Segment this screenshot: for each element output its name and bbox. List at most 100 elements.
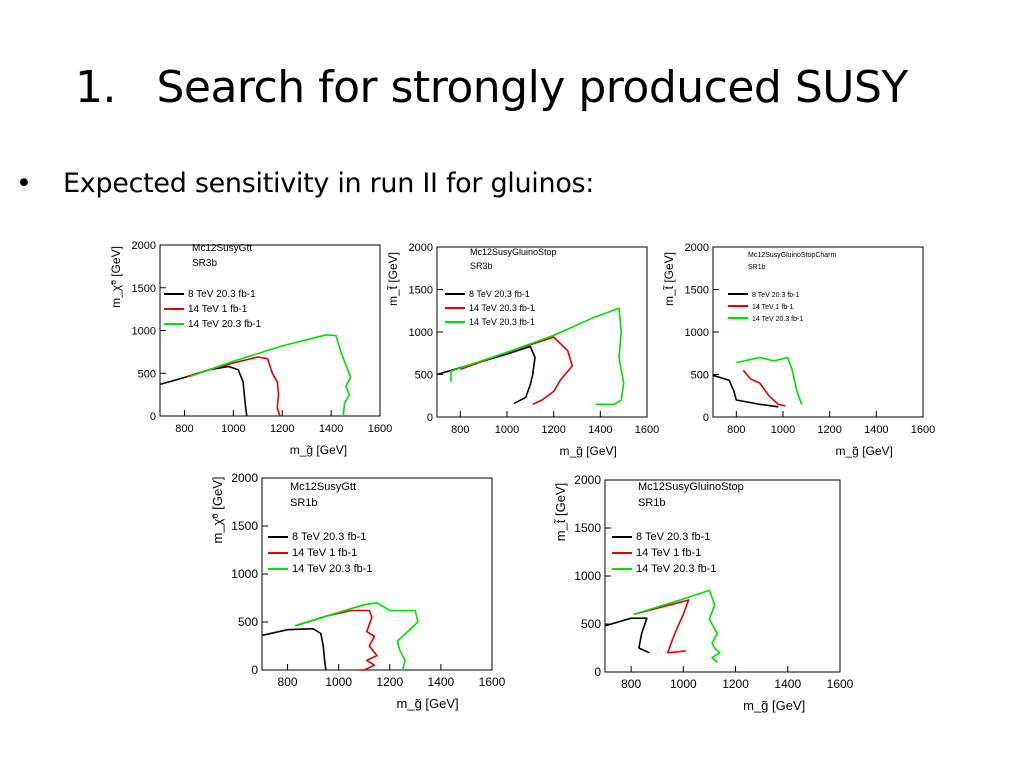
legend-entry: 14 TeV 1 fb-1	[752, 304, 794, 311]
series-line	[450, 307, 625, 406]
y-tick-label: 1000	[231, 567, 258, 581]
slide-title: 1. Search for strongly produced SUSY	[75, 62, 908, 113]
legend-entry: 8 TeV 20.3 fb-1	[292, 531, 366, 543]
y-tick-label: 2000	[409, 242, 433, 254]
series-line	[189, 334, 352, 417]
series-line	[633, 589, 721, 663]
plot-title-line: Mc12SusyGtt	[192, 243, 252, 254]
y-tick-label: 1000	[132, 326, 156, 338]
legend-entry: 8 TeV 20.3 fb-1	[752, 292, 799, 299]
plot-frame	[436, 246, 648, 418]
x-axis-label: m_g̃ [GeV]	[397, 696, 459, 711]
x-tick-label: 1400	[864, 424, 888, 436]
plot-title-line: SR3b	[470, 261, 493, 271]
x-tick-label: 800	[451, 424, 469, 436]
x-axis-label: m_g̃ [GeV]	[290, 443, 347, 457]
y-tick-label: 0	[427, 412, 433, 424]
series-line	[294, 609, 378, 671]
x-axis-label: m_g̃ [GeV]	[836, 444, 893, 458]
legend-entry: 14 TeV 20.3 fb-1	[188, 319, 262, 330]
bullet-marker: •	[16, 168, 32, 199]
x-tick-label: 1200	[376, 675, 403, 689]
y-tick-label: 500	[691, 370, 709, 382]
bullet-text: Expected sensitivity in run II for gluin…	[63, 168, 595, 199]
x-tick-label: 1000	[325, 675, 352, 689]
x-tick-label: 1200	[722, 677, 749, 691]
x-axis-label: m_g̃ [GeV]	[743, 698, 805, 713]
y-tick-label: 1500	[409, 285, 433, 297]
y-axis-label: m_t̃ [GeV]	[553, 483, 568, 542]
exclusion-plot-gluinostop-sr1b: 0 500 1000 1500 2000 800 1000 1200 1400 1600 m_g̃ …	[553, 473, 854, 713]
x-tick-label: 1600	[911, 424, 935, 436]
y-tick-label: 1500	[685, 285, 709, 297]
x-tick-label: 1000	[221, 423, 245, 435]
y-axis-label: m_χ̃⁰ [GeV]	[109, 246, 123, 308]
plot-title-line: Mc12SusyGluinoStop	[638, 481, 744, 493]
plot-frame	[712, 246, 924, 418]
y-tick-label: 0	[594, 665, 601, 679]
x-tick-label: 800	[278, 675, 298, 689]
legend-entry: 14 TeV 1 fb-1	[188, 304, 248, 315]
legend-entry: 8 TeV 20.3 fb-1	[469, 289, 530, 299]
plot-frame	[261, 477, 493, 671]
y-tick-label: 2000	[685, 242, 709, 254]
series-line	[604, 617, 650, 654]
y-axis-label: m_χ̃⁰ [GeV]	[210, 477, 225, 544]
y-tick-label: 2000	[574, 473, 601, 487]
x-tick-label: 1000	[495, 424, 519, 436]
x-tick-label: 1200	[541, 424, 565, 436]
plot-title-line: Mc12SusyGluinoStop	[470, 247, 557, 257]
x-tick-label: 1600	[635, 424, 659, 436]
plot-title-line: SR1b	[638, 497, 666, 509]
legend-entry: 14 TeV 20.3 fb-1	[469, 317, 535, 327]
plot-title-line: SR3b	[192, 258, 217, 269]
y-tick-label: 1000	[685, 327, 709, 339]
y-tick-label: 500	[581, 617, 601, 631]
y-tick-label: 1500	[231, 519, 258, 533]
exclusion-plot-gtt-sr1b: 0 500 1000 1500 2000 800 1000 1200 1400 1600 m_g̃ …	[210, 471, 506, 711]
x-tick-label: 1600	[479, 675, 506, 689]
series-line	[294, 602, 419, 671]
x-tick-label: 1200	[817, 424, 841, 436]
x-tick-label: 800	[621, 677, 641, 691]
y-axis-label: m_t̃ [GeV]	[661, 252, 676, 306]
legend-entry: 14 TeV 20.3 fb-1	[469, 303, 535, 313]
x-tick-label: 1400	[588, 424, 612, 436]
x-tick-label: 1600	[827, 677, 854, 691]
legend-entry: 14 TeV 20.3 fb-1	[292, 563, 373, 575]
series-line	[742, 369, 786, 407]
exclusion-plot-gluinostopcharm-sr1b: 0 500 1000 1500 2000 800 1000 1200 1400 1600 m_g̃ …	[661, 242, 935, 458]
x-tick-label: 1400	[774, 677, 801, 691]
legend-entry: 14 TeV 1 fb-1	[636, 547, 701, 559]
y-tick-label: 2000	[231, 471, 258, 485]
series-line	[261, 627, 327, 671]
y-tick-label: 1500	[574, 521, 601, 535]
x-tick-label: 800	[175, 423, 193, 435]
plot-title-line: SR1b	[748, 264, 766, 271]
legend-entry: 14 TeV 20.3 fb-1	[636, 563, 717, 575]
plot-frame	[159, 244, 381, 417]
x-tick-label: 1000	[670, 677, 697, 691]
legend-entry: 8 TeV 20.3 fb-1	[188, 289, 256, 300]
x-tick-label: 1400	[319, 423, 343, 435]
plot-title-line: SR1b	[290, 497, 318, 509]
legend-entry: 14 TeV 20.3 fb-1	[752, 316, 803, 323]
x-tick-label: 1000	[771, 424, 795, 436]
y-tick-label: 1000	[574, 569, 601, 583]
legend-entry: 8 TeV 20.3 fb-1	[636, 531, 710, 543]
x-tick-label: 800	[727, 424, 745, 436]
exclusion-plot-gtt-sr3b: 0 500 1000 1500 2000 800 1000 1200 1400 1600 m_g̃ …	[109, 240, 392, 457]
y-tick-label: 1500	[132, 283, 156, 295]
y-tick-label: 0	[150, 411, 156, 423]
series-line	[736, 356, 803, 405]
x-tick-label: 1600	[368, 423, 392, 435]
y-axis-label: m_t̃ [GeV]	[385, 252, 400, 306]
series-line	[633, 599, 690, 654]
y-tick-label: 500	[238, 615, 258, 629]
y-tick-label: 500	[138, 368, 156, 380]
x-axis-label: m_g̃ [GeV]	[560, 444, 617, 458]
y-tick-label: 2000	[132, 240, 156, 252]
y-tick-label: 500	[415, 370, 433, 382]
legend-entry: 14 TeV 1 fb-1	[292, 547, 357, 559]
y-tick-label: 1000	[409, 327, 433, 339]
